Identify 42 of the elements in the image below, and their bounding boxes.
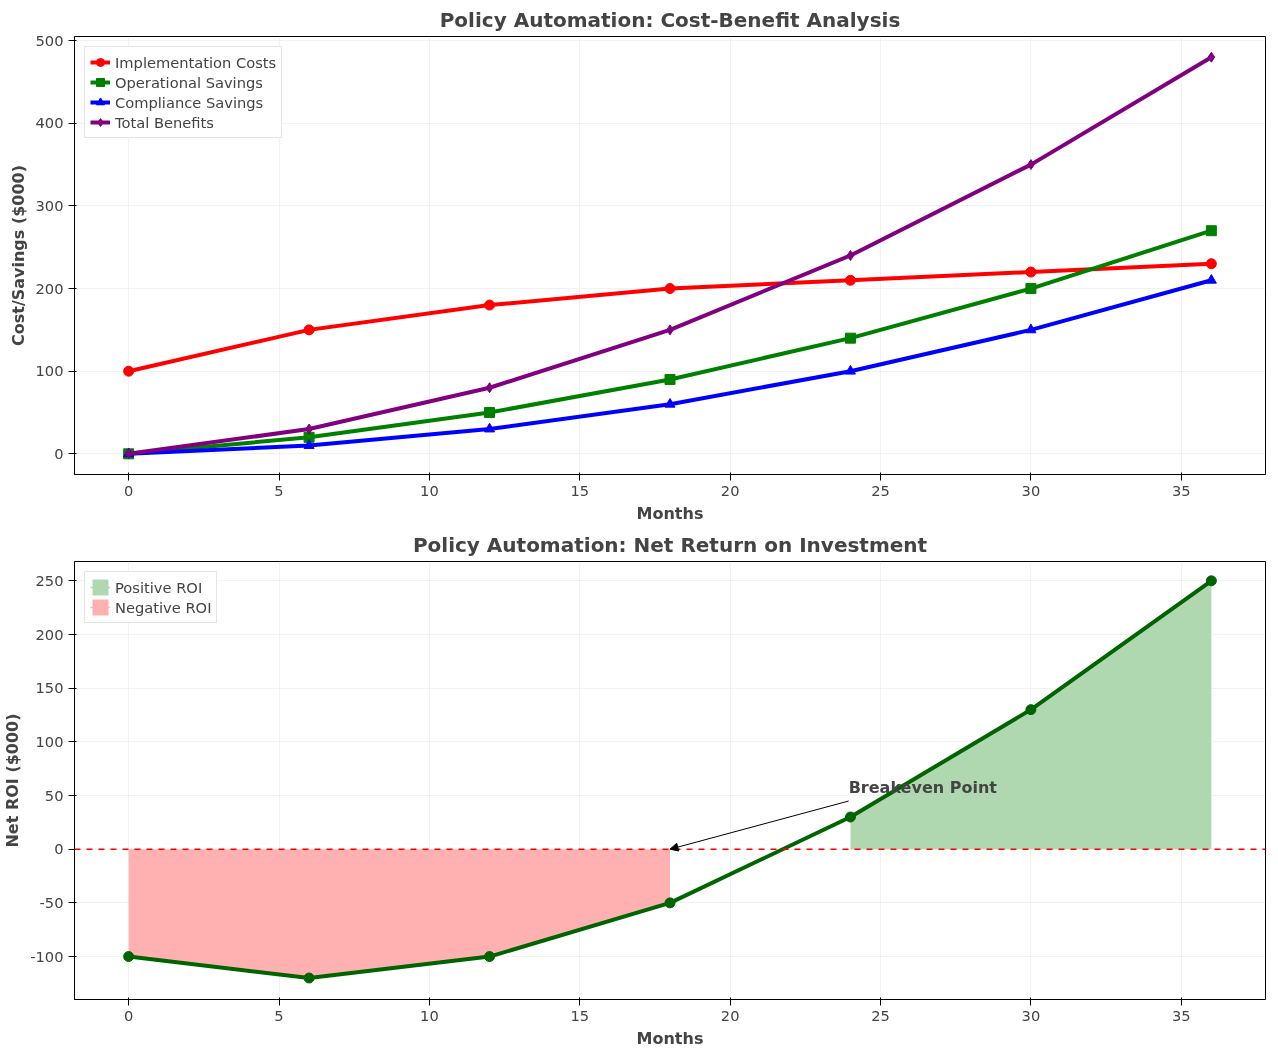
x-tick-label: 0 [123, 1006, 134, 1024]
x-axis-title: Months [636, 1028, 704, 1048]
y-axis-title: Net ROI ($000) [3, 713, 23, 848]
legend-label: Operational Savings [115, 73, 263, 91]
y-tick-label: -50 [39, 893, 64, 911]
y-tick-label: 250 [35, 571, 64, 589]
x-tick-label: 25 [871, 1006, 890, 1024]
x-tick-label: 15 [570, 481, 590, 499]
y-tick-label: 100 [35, 732, 64, 750]
x-tick-label: 10 [420, 481, 439, 499]
legend-label: Total Benefits [115, 113, 214, 131]
y-tick-label: 400 [35, 114, 64, 132]
y-tick-label: 50 [44, 786, 64, 804]
x-axis-title: Months [636, 503, 704, 523]
y-tick-label: 200 [35, 279, 64, 297]
y-tick-label: 200 [35, 625, 64, 643]
x-tick-label: 10 [420, 1006, 439, 1024]
chart-title: Policy Automation: Net Return on Investment [412, 532, 928, 557]
x-tick-label: 30 [1021, 1006, 1041, 1024]
legend-label: Implementation Costs [115, 53, 277, 71]
y-tick-label: 150 [35, 679, 64, 697]
legend-label: Positive ROI [115, 578, 203, 596]
y-tick-label: -100 [30, 947, 64, 965]
x-tick-label: 30 [1021, 481, 1041, 499]
y-tick-label: 0 [54, 444, 64, 462]
x-tick-label: 20 [720, 1006, 740, 1024]
y-tick-label: 300 [35, 196, 64, 214]
x-tick-label: 15 [570, 1006, 590, 1024]
legend-label: Negative ROI [115, 598, 212, 616]
legend-label: Compliance Savings [115, 93, 264, 111]
y-tick-label: 500 [35, 31, 64, 49]
x-tick-label: 25 [871, 481, 890, 499]
x-tick-label: 35 [1171, 1006, 1191, 1024]
x-tick-label: 5 [274, 481, 284, 499]
x-tick-label: 20 [720, 481, 740, 499]
chart-title: Policy Automation: Cost-Benefit Analysis [439, 7, 901, 32]
y-tick-label: 100 [35, 362, 64, 380]
y-tick-label: 0 [54, 840, 64, 858]
x-tick-label: 35 [1171, 481, 1191, 499]
y-axis-title: Cost/Savings ($000) [8, 164, 28, 347]
x-tick-label: 5 [274, 1006, 284, 1024]
x-tick-label: 0 [123, 481, 134, 499]
